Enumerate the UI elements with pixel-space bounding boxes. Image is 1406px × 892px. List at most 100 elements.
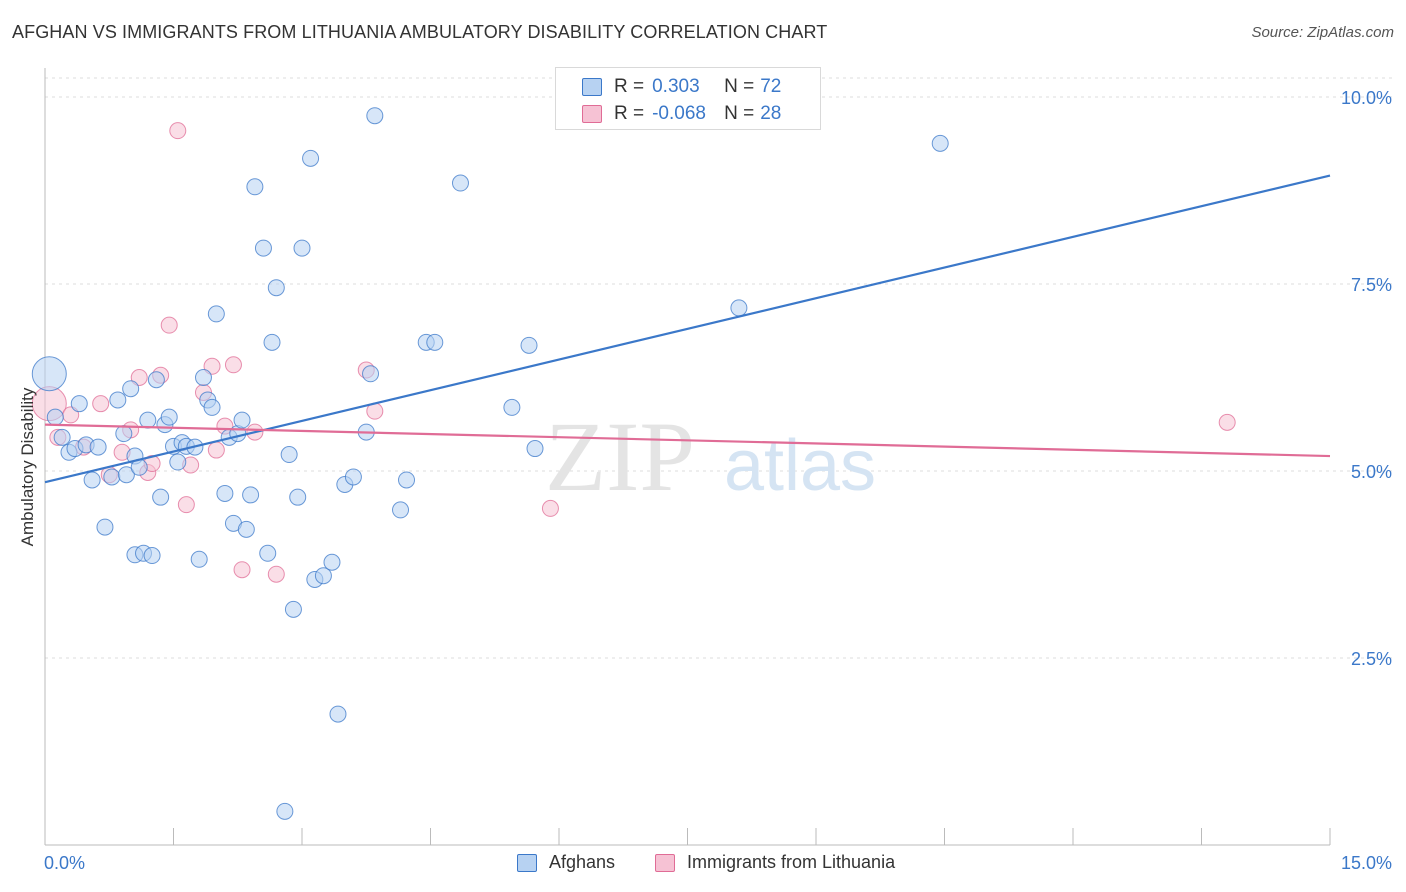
point-afghans: [302, 149, 320, 167]
point-afghans: [246, 178, 264, 196]
bottom-legend-swatch-afghans: [517, 853, 537, 872]
point-afghans: [237, 520, 255, 538]
point-afghans: [931, 134, 949, 152]
point-afghans: [280, 446, 298, 464]
point-afghans: [207, 305, 225, 323]
source-label: Source: ZipAtlas.com: [1251, 24, 1394, 41]
point-afghans: [53, 428, 71, 446]
point-afghans: [451, 174, 469, 192]
point-afghans: [323, 553, 341, 571]
stats-legend: R = 0.303 N = 72 R = -0.068 N = 28: [555, 67, 821, 130]
point-lithuania: [203, 357, 221, 375]
legend-n-value: 72: [760, 76, 782, 97]
point-afghans: [520, 336, 538, 354]
point-afghans: [366, 107, 384, 125]
point-afghans: [89, 438, 107, 456]
point-afghans: [242, 486, 260, 504]
point-afghans: [254, 239, 272, 257]
y-axis-label-text: Ambulatory Disability: [18, 387, 37, 547]
point-afghans: [139, 411, 157, 429]
legend-n-label: N =: [724, 76, 755, 97]
legend-n-label: N =: [724, 103, 755, 124]
legend-n-value: 28: [760, 103, 782, 124]
point-afghans: [344, 468, 362, 486]
point-afghans: [96, 518, 114, 536]
point-afghans: [143, 547, 161, 565]
watermark-zip: ZIP: [545, 401, 695, 512]
point-afghans: [83, 471, 101, 489]
point-afghans: [730, 299, 748, 317]
point-lithuania: [224, 356, 242, 374]
point-afghans: [263, 333, 281, 351]
point-lithuania: [169, 122, 187, 140]
point-afghans: [289, 488, 307, 506]
point-afghans: [259, 544, 277, 562]
legend-r-label: R =: [614, 103, 645, 124]
point-lithuania: [1218, 413, 1236, 431]
y-tick-label: 10.0%: [1341, 88, 1392, 108]
chart-title: AFGHAN VS IMMIGRANTS FROM LITHUANIA AMBU…: [12, 22, 828, 42]
legend-swatch-afghans: [582, 78, 602, 96]
point-afghans: [293, 239, 311, 257]
point-lithuania: [233, 561, 251, 579]
point-afghans: [31, 356, 67, 392]
point-afghans: [526, 440, 544, 458]
bottom-legend-label-lithuania: Immigrants from Lithuania: [687, 852, 896, 872]
y-tick-label: 5.0%: [1351, 462, 1392, 482]
point-afghans: [276, 802, 294, 820]
y-tick-label: 7.5%: [1351, 275, 1392, 295]
bottom-legend-swatch-lithuania: [655, 853, 675, 872]
point-lithuania: [267, 565, 285, 583]
bottom-legend-label-afghans: Afghans: [549, 852, 616, 872]
point-lithuania: [207, 441, 225, 459]
trend-lines: [44, 174, 1331, 484]
legend-swatch-lithuania: [582, 105, 602, 123]
point-afghans: [109, 391, 127, 409]
legend-r-value: 0.303: [652, 76, 700, 97]
point-afghans: [267, 279, 285, 297]
point-lithuania: [160, 316, 178, 334]
bottom-legend-lithuania: Immigrants from Lithuania: [655, 852, 895, 873]
x-tick-label: 15.0%: [1341, 853, 1392, 873]
point-afghans: [314, 567, 332, 585]
legend-row-lithuania: R = -0.068 N = 28: [582, 101, 781, 127]
point-lithuania: [92, 395, 110, 413]
trend-line-afghans: [44, 174, 1331, 484]
point-afghans: [70, 395, 88, 413]
point-afghans: [147, 371, 165, 389]
point-afghans: [233, 411, 251, 429]
bottom-legend-afghans: Afghans: [517, 852, 615, 873]
point-afghans: [122, 380, 140, 398]
point-afghans: [329, 705, 347, 723]
point-afghans: [103, 468, 121, 486]
point-afghans: [115, 425, 133, 443]
legend-r-label: R =: [614, 76, 645, 97]
legend-row-afghans: R = 0.303 N = 72: [582, 74, 781, 100]
watermark: ZIP atlas: [545, 401, 876, 512]
point-afghans: [503, 398, 521, 416]
point-afghans: [194, 369, 212, 386]
point-afghans: [426, 333, 444, 351]
point-lithuania: [130, 369, 148, 386]
point-afghans: [46, 408, 64, 426]
point-afghans: [152, 488, 170, 506]
point-afghans: [160, 408, 178, 426]
point-afghans: [362, 365, 380, 383]
tick-labels: 2.5% 5.0% 7.5% 10.0% 0.0% 15.0%: [44, 88, 1392, 873]
trend-line-lithuania: [44, 423, 1331, 458]
axes: [44, 68, 1331, 846]
point-lithuania: [541, 499, 559, 517]
point-lithuania: [177, 496, 195, 514]
point-afghans: [392, 501, 410, 519]
point-afghans: [203, 398, 221, 416]
point-afghans: [284, 600, 302, 618]
y-tick-label: 2.5%: [1351, 649, 1392, 669]
watermark-atlas: atlas: [724, 426, 876, 506]
point-afghans: [169, 453, 187, 471]
point-afghans: [216, 484, 234, 502]
point-afghans: [190, 550, 208, 568]
point-afghans: [398, 471, 416, 489]
series-lithuania-points: [31, 122, 1236, 583]
x-tick-label: 0.0%: [44, 853, 85, 873]
